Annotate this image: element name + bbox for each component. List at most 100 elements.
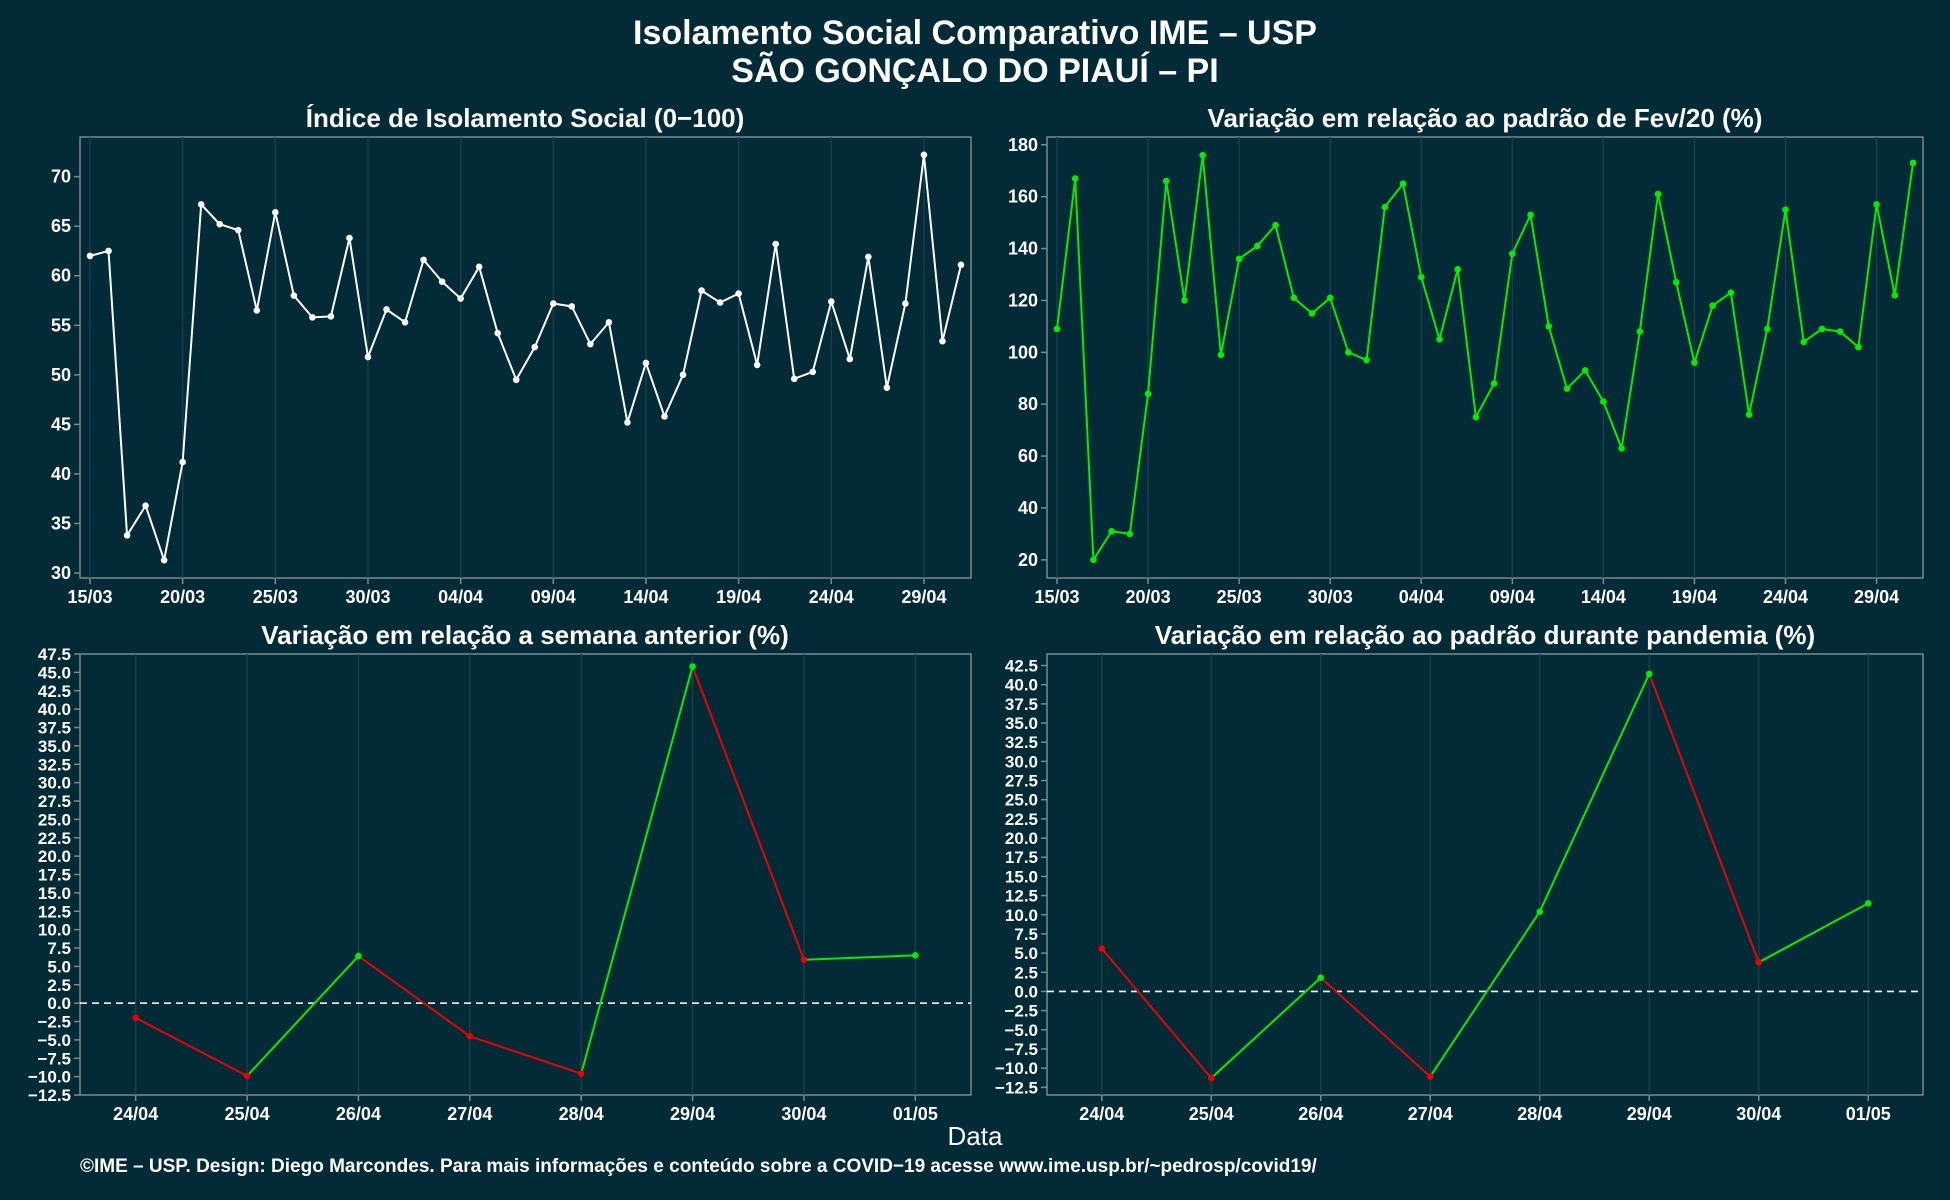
panel3-ytick-label: 47.5 xyxy=(38,645,71,664)
panel3-series-segment xyxy=(803,954,916,961)
panel3-ytick-label: 35.0 xyxy=(38,737,71,756)
panel3-xtick-label: 24/04 xyxy=(113,1104,158,1124)
panel2-data-point xyxy=(1217,351,1225,359)
panel2-data-point xyxy=(1509,250,1516,258)
panel2-data-point xyxy=(1399,180,1407,187)
panel4-ytick-label: 22.5 xyxy=(1005,810,1038,829)
panel1-data-point xyxy=(383,306,390,313)
panel4-ytick-label: −10.0 xyxy=(995,1059,1038,1078)
panel1-xtick-label: 04/04 xyxy=(438,587,483,607)
panel3-xtick-label: 26/04 xyxy=(336,1104,381,1124)
panel2-data-point xyxy=(1709,302,1716,309)
panel3-xtick-label: 28/04 xyxy=(559,1104,604,1124)
panel1-xtick-label: 25/03 xyxy=(253,587,298,607)
panel3-series-segment xyxy=(691,666,805,961)
panel2-data-point xyxy=(1235,255,1243,263)
panel2-xtick-label: 30/03 xyxy=(1308,587,1353,607)
panel4-frame xyxy=(1046,653,1924,1096)
panel3-ytick-label: 10.0 xyxy=(38,921,71,940)
panel1-series-line xyxy=(89,154,962,565)
panel1-frame xyxy=(79,136,972,579)
panel2-data-point xyxy=(1873,201,1880,208)
panel1-data-point xyxy=(512,376,520,384)
panel2-data-point xyxy=(1162,177,1170,185)
panel2-xtick-label: 19/04 xyxy=(1672,587,1717,607)
panel2-xtick-label: 24/04 xyxy=(1763,587,1808,607)
panel1-data-point xyxy=(920,151,928,159)
panel1-data-point xyxy=(790,375,798,383)
panel1-data-point xyxy=(142,502,149,509)
panel2-data-point xyxy=(1763,325,1771,333)
panel2-ytick-label: 80 xyxy=(1018,394,1038,414)
panel4-ytick-label: 17.5 xyxy=(1005,848,1038,867)
panel1-data-point xyxy=(827,298,835,305)
panel2-data-point xyxy=(1563,385,1571,392)
panel2-ytick-label: 40 xyxy=(1018,498,1038,518)
panel2-ytick-label: 100 xyxy=(1008,342,1038,362)
panel2-title: Variação em relação ao padrão de Fev/20 … xyxy=(1207,103,1763,133)
panel1-data-point xyxy=(698,287,705,294)
panel3-data-point xyxy=(912,952,919,959)
panel4-ytick-label: −5.0 xyxy=(1004,1021,1038,1040)
panel4-series-segment xyxy=(1210,976,1322,1079)
panel2-ytick-label: 160 xyxy=(1008,187,1038,207)
panel1-ytick-label: 40 xyxy=(51,464,71,484)
panel1-data-point xyxy=(865,253,872,261)
panel3-xtick-label: 30/04 xyxy=(781,1104,826,1124)
panel2-data-point xyxy=(1818,325,1826,333)
panel2-data-point xyxy=(1417,273,1425,281)
panel2-series-line xyxy=(1056,155,1914,564)
panel1-data-point xyxy=(457,295,464,302)
panel3-ytick-label: −2.5 xyxy=(37,1013,71,1032)
panel1-data-point xyxy=(772,240,779,248)
panel1-data-point xyxy=(272,209,279,216)
panel1-data-point xyxy=(809,368,817,376)
panel3-title: Variação em relação a semana anterior (%… xyxy=(261,620,789,650)
panel4-ytick-label: 32.5 xyxy=(1005,733,1038,752)
panel4-data-point xyxy=(1755,959,1763,966)
panel1-data-point xyxy=(568,303,576,310)
panel2-data-point xyxy=(1071,175,1079,182)
panel2-frame xyxy=(1046,136,1924,579)
panel1-xtick-label: 14/04 xyxy=(623,587,668,607)
panel2-xtick-label: 25/03 xyxy=(1217,587,1262,607)
panel4-xtick-label: 27/04 xyxy=(1408,1104,1453,1124)
panel2-data-point xyxy=(1636,328,1644,335)
panel2-data-point xyxy=(1144,390,1152,398)
panel3-ytick-label: 22.5 xyxy=(38,829,71,848)
panel4-data-point xyxy=(1645,670,1653,678)
panel4-ytick-label: 0.0 xyxy=(1014,982,1038,1001)
panel4-data-point xyxy=(1426,1073,1434,1080)
panel1-data-point xyxy=(605,319,613,326)
panel1-ytick-label: 65 xyxy=(51,216,71,236)
panel4-title: Variação em relação ao padrão durante pa… xyxy=(1154,620,1816,650)
panel4-ytick-label: 5.0 xyxy=(1014,944,1038,963)
panel3-ytick-label: −7.5 xyxy=(37,1049,71,1068)
panel1-data-point xyxy=(216,220,224,228)
panel3-xtick-label: 27/04 xyxy=(447,1104,492,1124)
panel2-data-point xyxy=(1345,349,1352,356)
panel1-data-point xyxy=(753,361,761,369)
panel4-ytick-label: 20.0 xyxy=(1005,829,1038,848)
panel1-data-point xyxy=(494,329,502,337)
panel4-ytick-label: −12.5 xyxy=(995,1078,1038,1097)
panel4-series-segment xyxy=(1320,976,1431,1078)
panel2-data-point xyxy=(1654,190,1662,198)
panel3-ytick-label: 37.5 xyxy=(38,719,71,738)
panel2-data-point xyxy=(1581,367,1589,374)
panel3-ytick-label: −5.0 xyxy=(37,1031,71,1050)
panel3-ytick-label: 7.5 xyxy=(47,939,71,958)
panel4-series-segment xyxy=(1100,947,1213,1079)
panel2-data-point xyxy=(1782,206,1789,213)
panel3-ytick-label: 20.0 xyxy=(38,847,71,866)
panel2-data-point xyxy=(1436,336,1443,343)
panel1-ytick-label: 30 xyxy=(51,563,71,583)
panel2-data-point xyxy=(1472,413,1480,421)
panel2-data-point xyxy=(1126,530,1134,538)
panel2-data-point xyxy=(1290,294,1298,302)
panel2-data-point xyxy=(1308,310,1316,317)
panel4-data-point xyxy=(1317,974,1325,981)
panel1-ytick-label: 45 xyxy=(51,414,71,434)
panel4-ytick-label: 35.0 xyxy=(1005,714,1038,733)
